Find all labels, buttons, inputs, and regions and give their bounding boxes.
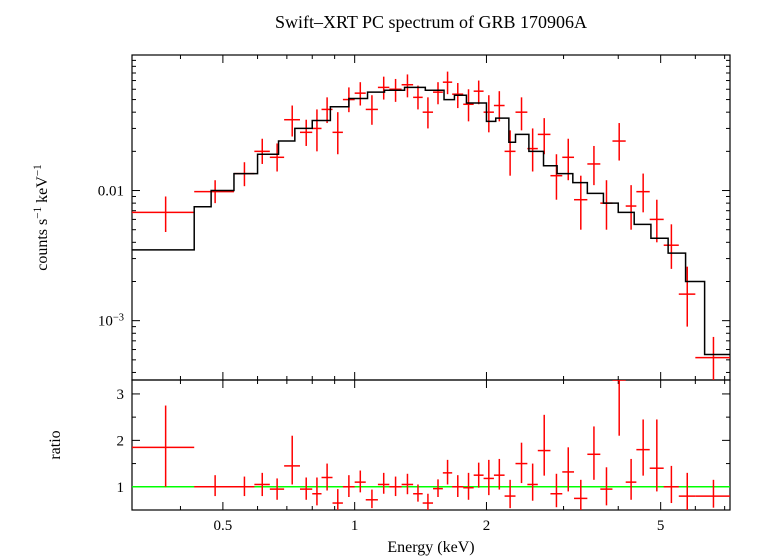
spectrum-chart: Swift–XRT PC spectrum of GRB 170906A Ener… [0,0,758,556]
svg-text:2: 2 [483,518,491,534]
svg-text:Swift–XRT PC spectrum of GRB 1: Swift–XRT PC spectrum of GRB 170906A [275,12,587,32]
svg-text:0.01: 0.01 [98,184,124,200]
svg-text:counts s−1 keV−1: counts s−1 keV−1 [32,164,51,270]
svg-text:2: 2 [117,433,125,449]
svg-text:5: 5 [657,518,665,534]
svg-text:1: 1 [351,518,359,534]
svg-text:0.5: 0.5 [214,518,233,534]
svg-text:Energy (keV): Energy (keV) [387,539,474,556]
svg-text:10−3: 10−3 [98,312,124,330]
svg-text:ratio: ratio [47,430,64,459]
svg-text:1: 1 [117,480,125,496]
svg-text:3: 3 [117,387,125,403]
